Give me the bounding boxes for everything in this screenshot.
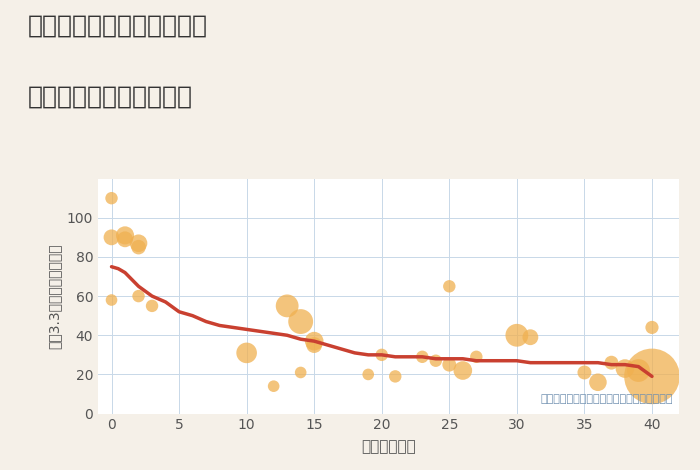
Point <box>146 302 158 310</box>
Point <box>416 353 428 360</box>
Point <box>120 232 131 239</box>
Point <box>430 357 442 365</box>
Point <box>281 302 293 310</box>
Point <box>295 318 307 325</box>
Point <box>106 296 117 304</box>
Point <box>620 365 631 372</box>
Point <box>470 353 482 360</box>
Text: 築年数別中古戸建て価格: 築年数別中古戸建て価格 <box>28 85 193 109</box>
Y-axis label: 坪（3.3㎡）単価（万円）: 坪（3.3㎡）単価（万円） <box>47 243 61 349</box>
Point <box>106 234 117 241</box>
Point <box>376 351 387 359</box>
Point <box>579 368 590 376</box>
Point <box>309 341 320 349</box>
Point <box>120 235 131 243</box>
Point <box>268 383 279 390</box>
Point <box>444 361 455 368</box>
Point <box>309 337 320 345</box>
Point <box>592 378 603 386</box>
Point <box>390 373 401 380</box>
Point <box>606 359 617 367</box>
Point <box>295 368 307 376</box>
Point <box>511 331 522 339</box>
Point <box>633 367 644 374</box>
Text: 円の大きさは、取引のあった物件面積を示す: 円の大きさは、取引のあった物件面積を示す <box>540 394 673 404</box>
Point <box>363 371 374 378</box>
Text: 三重県津市美杉町三多気の: 三重県津市美杉町三多気の <box>28 14 208 38</box>
Point <box>646 373 657 380</box>
Point <box>106 195 117 202</box>
Point <box>525 334 536 341</box>
Point <box>457 367 468 374</box>
Point <box>241 349 252 357</box>
X-axis label: 築年数（年）: 築年数（年） <box>361 439 416 454</box>
Point <box>133 292 144 300</box>
Point <box>646 324 657 331</box>
Point <box>444 282 455 290</box>
Point <box>133 243 144 251</box>
Point <box>133 240 144 247</box>
